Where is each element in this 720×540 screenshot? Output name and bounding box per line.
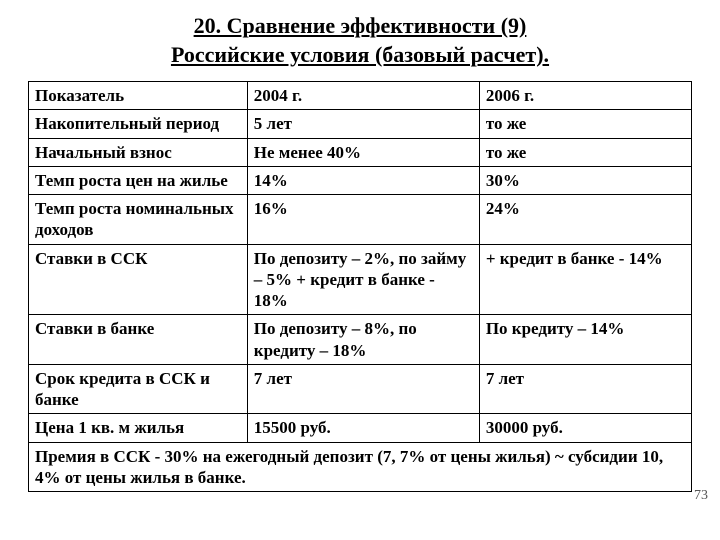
table-cell: Цена 1 кв. м жилья [29, 414, 248, 442]
header-cell: 2004 г. [247, 82, 479, 110]
footnote-cell: Премия в ССК - 30% на ежегодный депозит … [29, 442, 692, 492]
table-row: Ставки в ССК По депозиту – 2%, по займу … [29, 244, 692, 315]
table-header-row: Показатель 2004 г. 2006 г. [29, 82, 692, 110]
table-cell: + кредит в банке - 14% [479, 244, 691, 315]
table-cell: По депозиту – 8%, по кредиту – 18% [247, 315, 479, 365]
table-row: Темп роста цен на жилье 14% 30% [29, 166, 692, 194]
table-cell: 30% [479, 166, 691, 194]
table-cell: Начальный взнос [29, 138, 248, 166]
table-cell: Темп роста номинальных доходов [29, 195, 248, 245]
header-cell: Показатель [29, 82, 248, 110]
table-row: Темп роста номинальных доходов 16% 24% [29, 195, 692, 245]
page-number: 73 [694, 488, 708, 504]
table-cell: 7 лет [247, 364, 479, 414]
slide-title: 20. Сравнение эффективности (9) Российск… [28, 12, 692, 69]
table-cell: 7 лет [479, 364, 691, 414]
table-cell: Срок кредита в ССК и банке [29, 364, 248, 414]
table-cell: 30000 руб. [479, 414, 691, 442]
table-row: Накопительный период 5 лет то же [29, 110, 692, 138]
table-cell: Ставки в ССК [29, 244, 248, 315]
table-cell: Не менее 40% [247, 138, 479, 166]
title-line-1: 20. Сравнение эффективности (9) [194, 13, 527, 38]
table-row: Цена 1 кв. м жилья 15500 руб. 30000 руб. [29, 414, 692, 442]
table-cell: Темп роста цен на жилье [29, 166, 248, 194]
table-row: Срок кредита в ССК и банке 7 лет 7 лет [29, 364, 692, 414]
header-cell: 2006 г. [479, 82, 691, 110]
table-footnote-row: Премия в ССК - 30% на ежегодный депозит … [29, 442, 692, 492]
table-cell: то же [479, 110, 691, 138]
title-line-2: Российские условия (базовый расчет). [171, 42, 549, 67]
table-cell: По депозиту – 2%, по займу – 5% + кредит… [247, 244, 479, 315]
table-cell: 14% [247, 166, 479, 194]
table-cell: 15500 руб. [247, 414, 479, 442]
table-cell: то же [479, 138, 691, 166]
table-cell: Ставки в банке [29, 315, 248, 365]
comparison-table: Показатель 2004 г. 2006 г. Накопительный… [28, 81, 692, 492]
table-cell: По кредиту – 14% [479, 315, 691, 365]
table-cell: Накопительный период [29, 110, 248, 138]
table-row: Ставки в банке По депозиту – 8%, по кред… [29, 315, 692, 365]
table-cell: 16% [247, 195, 479, 245]
table-row: Начальный взнос Не менее 40% то же [29, 138, 692, 166]
table-cell: 5 лет [247, 110, 479, 138]
table-cell: 24% [479, 195, 691, 245]
